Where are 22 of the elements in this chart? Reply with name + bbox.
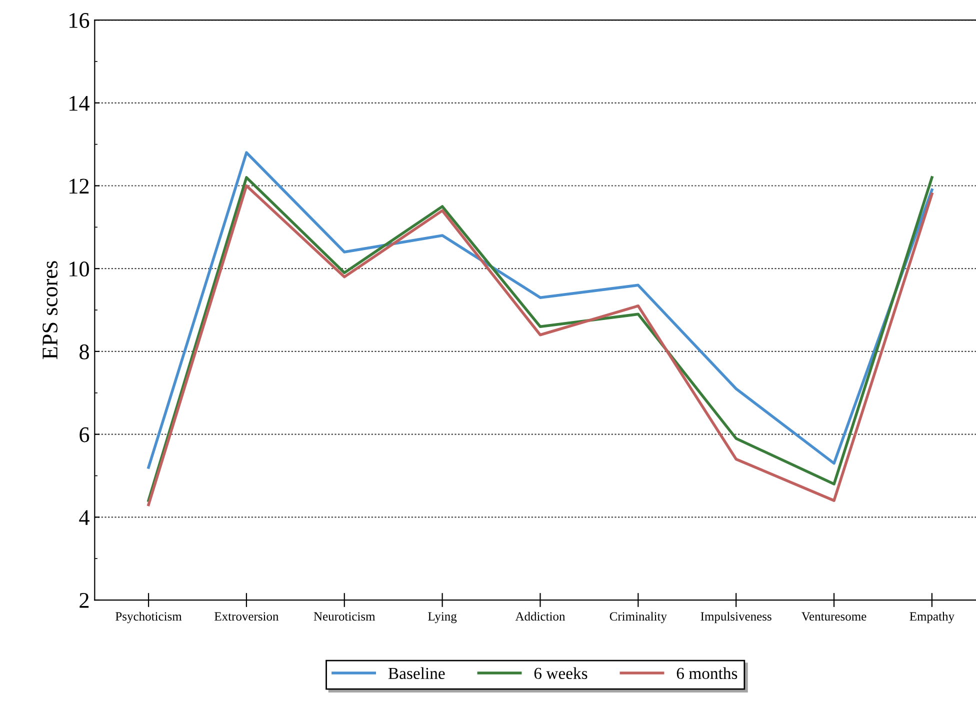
y-tick-label: 4 [79, 510, 90, 525]
x-tick-label: Addiction [515, 612, 566, 621]
y-axis-title: EPS scores [42, 261, 58, 360]
x-tick-label: Lying [428, 612, 457, 624]
legend-label: 6 weeks [534, 667, 588, 680]
line-series [147, 151, 934, 469]
legend-label: Baseline [388, 667, 445, 680]
x-tick-label: Extroversion [214, 612, 279, 621]
x-tick-label: Empathy [910, 612, 954, 624]
legend-label: 6 months [676, 667, 738, 680]
y-tick-label: 10 [70, 262, 89, 277]
y-tick-label: 12 [70, 178, 89, 194]
y-tick-label: 6 [80, 427, 90, 442]
y-tick-label: 14 [70, 96, 90, 111]
y-tick-label: 8 [80, 344, 89, 360]
y-tick-label: 2 [80, 593, 89, 608]
y-tick-label: 16 [70, 13, 90, 28]
x-tick-label: Venturesome [802, 612, 866, 621]
x-tick-label: Criminality [610, 612, 667, 624]
x-tick-label: Psychoticism [116, 612, 182, 624]
x-tick-label: Impulsiveness [700, 612, 772, 624]
x-tick-label: Neuroticism [314, 612, 376, 621]
